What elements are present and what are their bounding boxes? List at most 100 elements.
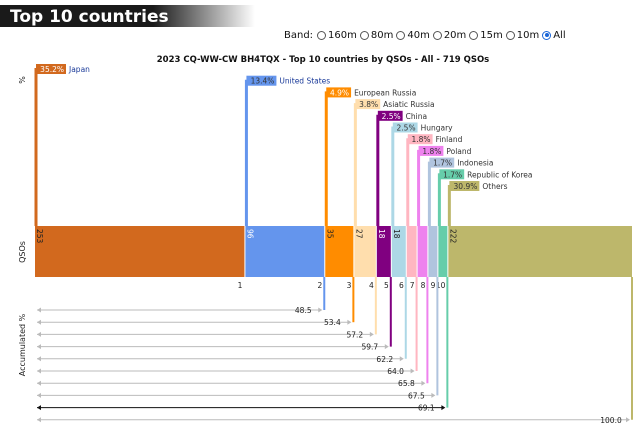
rank-label: 9 bbox=[431, 281, 436, 290]
qso-count-label: 18 bbox=[392, 229, 401, 239]
band-option-160m[interactable]: 160m bbox=[317, 30, 357, 41]
page-title: Top 10 countries bbox=[10, 7, 169, 27]
accumulated-value-label: 59.7 bbox=[361, 343, 378, 352]
accumulated-arrow-left-finland bbox=[37, 368, 41, 374]
rank-label: 7 bbox=[410, 281, 415, 290]
rank-label: 6 bbox=[399, 281, 404, 290]
qso-bar-others bbox=[448, 226, 632, 277]
page-header: Top 10 countries bbox=[0, 5, 255, 27]
band-option-label: 160m bbox=[328, 29, 357, 41]
accumulated-arrow-left-european-russia bbox=[37, 319, 41, 325]
accumulated-value-label: 100.0 bbox=[600, 416, 622, 425]
band-option-label: 20m bbox=[443, 29, 467, 41]
qso-count-label: 27 bbox=[354, 229, 363, 239]
accumulated-arrow-right-hungary bbox=[399, 356, 404, 362]
accumulated-arrow-left-united-states bbox=[37, 307, 41, 313]
rank-label: 3 bbox=[347, 281, 352, 290]
rank-label: 1 bbox=[238, 281, 243, 290]
percent-value-label: 30.9% bbox=[454, 182, 478, 191]
band-option-all[interactable]: All bbox=[542, 29, 566, 41]
qso-count-label: 222 bbox=[448, 229, 457, 244]
accumulated-arrow-left-asiatic-russia bbox=[37, 331, 41, 337]
accumulated-arrow-right-finland bbox=[410, 368, 415, 374]
band-option-10m[interactable]: 10m bbox=[505, 29, 540, 41]
radio-15m-icon[interactable] bbox=[469, 30, 479, 40]
accumulated-arrow-left-indonesia bbox=[37, 392, 41, 398]
country-name-label: United States bbox=[279, 77, 330, 86]
percent-value-label: 1.8% bbox=[412, 135, 431, 144]
percent-value-label: 2.5% bbox=[397, 124, 416, 133]
y-label-qsos: QSOs bbox=[18, 241, 27, 263]
radio-10m-icon[interactable] bbox=[505, 30, 515, 40]
percent-box-asiatic-russia bbox=[355, 99, 381, 110]
qso-bar-japan bbox=[35, 226, 245, 277]
radio-40m-icon[interactable] bbox=[396, 30, 406, 40]
rank-label: 4 bbox=[369, 281, 374, 290]
qso-bar-china bbox=[376, 226, 391, 277]
qso-bar-poland bbox=[417, 226, 428, 277]
band-label: Band: bbox=[284, 29, 314, 41]
percent-box-china bbox=[377, 110, 403, 121]
qso-count-label: 96 bbox=[245, 229, 254, 239]
band-option-label: 10m bbox=[516, 29, 540, 41]
country-name-label: Asiatic Russia bbox=[383, 100, 434, 109]
country-name-label: Republic of Korea bbox=[467, 170, 532, 179]
band-option-40m[interactable]: 40m bbox=[396, 29, 430, 41]
qso-count-label: 18 bbox=[377, 229, 386, 239]
country-name-label: Indonesia bbox=[457, 159, 493, 168]
qso-bar-asiatic-russia bbox=[354, 226, 376, 277]
percent-value-label: 4.9% bbox=[330, 88, 349, 97]
rank-label: 10 bbox=[436, 281, 446, 290]
accumulated-arrow-right-republic-of-korea bbox=[441, 405, 446, 411]
accumulated-arrow-right-others bbox=[626, 417, 630, 423]
percent-value-label: 1.7% bbox=[443, 170, 462, 179]
band-selector: Band: 160m 80m 40m 20m 15m 10m All bbox=[284, 28, 569, 42]
radio-20m-icon[interactable] bbox=[432, 30, 442, 40]
accumulated-arrow-left-china bbox=[37, 344, 41, 350]
percent-box-poland bbox=[418, 145, 444, 156]
country-name-label: Poland bbox=[446, 147, 471, 156]
qso-bar-indonesia bbox=[428, 226, 438, 277]
band-option-20m[interactable]: 20m bbox=[432, 29, 467, 41]
radio-all-icon[interactable] bbox=[542, 30, 552, 40]
percent-value-label: 2.5% bbox=[382, 112, 401, 121]
country-name-label: Hungary bbox=[421, 124, 454, 133]
percent-value-label: 3.8% bbox=[359, 100, 378, 109]
radio-160m-icon[interactable] bbox=[317, 30, 327, 40]
band-option-label: 40m bbox=[407, 29, 430, 41]
qso-bar-european-russia bbox=[325, 226, 354, 277]
accumulated-arrow-right-indonesia bbox=[431, 392, 436, 398]
accumulated-arrow-right-european-russia bbox=[347, 319, 352, 325]
qso-bar-finland bbox=[406, 226, 417, 277]
percent-box-republic-of-korea bbox=[439, 169, 465, 180]
rank-label: 5 bbox=[384, 281, 389, 290]
accumulated-value-label: 48.5 bbox=[295, 306, 312, 315]
band-option-label: 80m bbox=[370, 29, 394, 41]
accumulated-arrow-left-others bbox=[37, 417, 41, 423]
y-label-percent: % bbox=[18, 76, 27, 84]
accumulated-arrow-right-poland bbox=[421, 380, 426, 386]
percent-value-label: 35.2% bbox=[40, 65, 64, 74]
band-option-15m[interactable]: 15m bbox=[469, 30, 503, 41]
country-name-label: Finland bbox=[436, 135, 463, 144]
percent-box-others bbox=[449, 181, 480, 191]
qso-bar-republic-of-korea bbox=[438, 226, 448, 277]
band-option-80m[interactable]: 80m bbox=[359, 29, 394, 41]
accumulated-value-label: 64.0 bbox=[387, 367, 404, 376]
percent-box-japan bbox=[36, 64, 66, 74]
percent-box-european-russia bbox=[326, 87, 352, 98]
accumulated-arrow-left-republic-of-korea bbox=[37, 405, 41, 411]
chart-title: 2023 CQ-WW-CW BH4TQX - Top 10 countries … bbox=[157, 55, 490, 65]
percent-value-label: 1.8% bbox=[422, 147, 441, 156]
percent-box-united-states bbox=[246, 75, 277, 86]
accumulated-arrow-right-asiatic-russia bbox=[369, 331, 374, 337]
country-name-label: European Russia bbox=[354, 88, 416, 97]
qso-count-label: 253 bbox=[35, 229, 44, 244]
band-option-label: All bbox=[553, 29, 566, 41]
radio-80m-icon[interactable] bbox=[359, 30, 369, 40]
rank-label: 2 bbox=[317, 281, 322, 290]
accumulated-arrow-right-china bbox=[384, 344, 389, 350]
accumulated-arrow-left-hungary bbox=[37, 356, 41, 362]
y-label-accumulated: Accumulated % bbox=[18, 313, 27, 376]
